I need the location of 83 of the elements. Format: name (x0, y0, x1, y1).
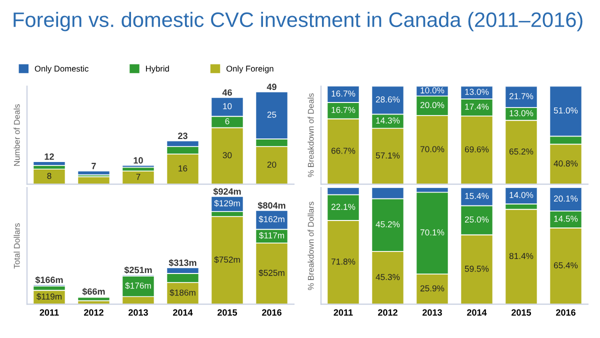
data-label: 22.1% (331, 204, 356, 210)
legend-label: Only Domestic (34, 66, 88, 74)
data-label: 66.7% (331, 148, 356, 154)
total-label: $66m (82, 288, 105, 296)
data-label: 14.5% (554, 216, 578, 222)
data-label: 6 (225, 118, 230, 124)
legend-label: Only Foreign (226, 66, 274, 74)
y-axis-title: % Breakdown of Dollars (308, 202, 314, 290)
data-label: 65.2% (509, 148, 534, 155)
total-label: 23 (178, 132, 188, 140)
x-tick-label: 2013 (128, 309, 148, 316)
data-label: $752m (214, 256, 240, 264)
x-tick-label: 2012 (378, 309, 398, 316)
data-label: $119m (36, 293, 62, 300)
x-tick-label: 2011 (40, 309, 59, 316)
data-label: 65.4% (554, 262, 578, 268)
x-tick-label: 2016 (556, 309, 576, 316)
bar (210, 216, 244, 304)
data-label: $117m (258, 232, 284, 239)
x-tick-label: 2015 (512, 309, 532, 316)
data-label: 51.0% (554, 107, 578, 114)
data-label: $176m (125, 282, 151, 290)
x-tick-label: 2012 (84, 309, 104, 316)
data-label: 10 (223, 103, 232, 110)
data-label: 81.4% (509, 252, 534, 260)
total-label: 7 (92, 162, 96, 170)
x-tick-label: 2011 (334, 309, 353, 316)
data-label: 59.5% (464, 266, 489, 272)
total-label: 12 (44, 153, 54, 160)
total-label: 46 (222, 89, 232, 96)
data-label: 30 (222, 152, 232, 158)
data-label: $186m (170, 289, 196, 296)
data-label: 25 (267, 112, 276, 118)
data-label: 71.8% (331, 258, 356, 265)
data-label: 21.7% (509, 93, 534, 100)
x-tick-label: 2016 (262, 309, 282, 316)
data-label: 16 (178, 165, 188, 172)
data-label: 69.6% (464, 146, 489, 152)
data-label: 25.9% (420, 285, 444, 292)
y-axis-title: Number of Deals (14, 104, 20, 166)
legend-label: Hybrid (146, 66, 169, 74)
y-axis-title: % Breakdown of Deals (308, 93, 314, 178)
data-label: 40.8% (554, 160, 578, 167)
data-label: 7 (136, 174, 140, 180)
data-label: 28.6% (376, 96, 400, 103)
data-label: 45.3% (376, 274, 400, 280)
data-label: 13.0% (510, 110, 534, 116)
bar (77, 170, 110, 176)
total-label: 49 (266, 84, 276, 90)
data-label: 20.1% (554, 196, 578, 202)
chart-title: Foreign vs. domestic CVC investment in Canada (2011–2016) (14, 12, 582, 32)
total-label: $166m (35, 276, 63, 284)
data-label: 25.0% (464, 216, 489, 223)
data-label: 10.0% (420, 87, 444, 94)
x-tick-label: 2015 (218, 309, 238, 316)
total-label: $251m (124, 266, 152, 274)
data-label: $525m (258, 269, 284, 276)
bar (504, 208, 538, 304)
data-label: 20.0% (420, 102, 444, 108)
x-tick-label: 2013 (422, 309, 442, 316)
total-label: $924m (213, 188, 241, 196)
data-label: 13.0% (465, 88, 489, 95)
total-label: $804m (258, 202, 286, 210)
data-label: 15.4% (465, 192, 489, 199)
total-label: 10 (134, 157, 143, 164)
total-label: $313m (168, 259, 196, 266)
data-label: 16.7% (332, 106, 356, 113)
data-label: 70.0% (420, 146, 444, 152)
bar (32, 161, 66, 166)
x-tick-label: 2014 (467, 309, 487, 316)
data-label: 57.1% (376, 152, 400, 159)
data-label: 70.1% (420, 229, 444, 236)
x-tick-label: 2014 (173, 309, 193, 316)
data-label: $162m (258, 216, 284, 223)
y-axis-title: Total Dollars (14, 223, 20, 269)
data-label: 17.4% (465, 104, 489, 110)
data-label: 14.0% (510, 192, 534, 198)
data-label: 20 (267, 162, 276, 168)
data-label: 8 (47, 172, 52, 179)
data-label: 14.3% (376, 117, 400, 124)
data-label: 16.7% (332, 90, 356, 97)
data-label: 45.2% (376, 221, 400, 228)
data-label: $129m (214, 200, 240, 207)
